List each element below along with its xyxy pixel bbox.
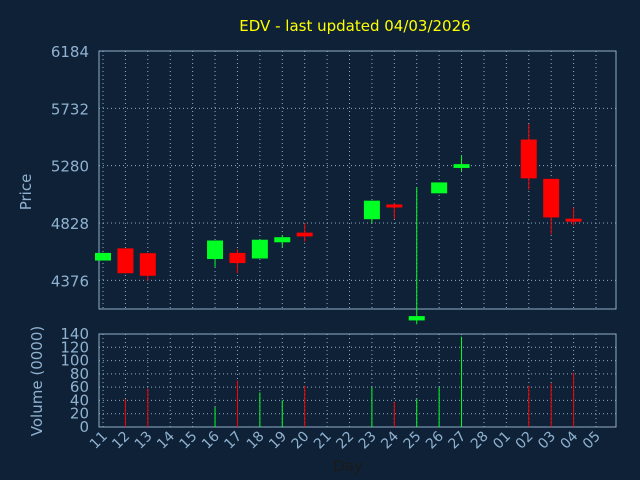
x-tick-label: 27 <box>445 429 469 453</box>
x-tick-label: 04 <box>557 428 581 452</box>
candle-body <box>207 240 224 260</box>
volume-frame <box>98 333 617 428</box>
x-tick-label: 21 <box>311 429 335 453</box>
x-tick-label: 24 <box>378 428 402 452</box>
x-tick-label: 11 <box>87 429 111 453</box>
volume-tick-label: 40 <box>70 391 89 409</box>
candle-body <box>296 232 313 237</box>
price-frame <box>98 50 617 310</box>
price-panel: 4376 4828 5280 5732 6184 <box>51 43 617 325</box>
price-tick-label: 4376 <box>51 272 89 290</box>
price-axis-label: Price <box>17 174 35 211</box>
candle-body <box>431 182 448 194</box>
volume-tick-label: 140 <box>60 325 89 343</box>
x-tick-label: 18 <box>244 429 268 453</box>
volume-tick-label: 100 <box>60 352 89 370</box>
candle-body <box>229 252 246 264</box>
volume-axis-label: Volume (0000) <box>28 326 46 436</box>
price-tick-label: 4828 <box>51 215 89 233</box>
x-tick-label: 12 <box>109 429 133 453</box>
price-tick-label: 5732 <box>51 100 89 118</box>
x-tick-label: 22 <box>333 429 357 453</box>
x-tick-label: 17 <box>221 429 245 453</box>
volume-tick-label: 20 <box>70 405 89 423</box>
price-tick-label: 6184 <box>51 43 89 61</box>
candle-body <box>139 253 156 276</box>
x-tick-label: 26 <box>423 428 447 452</box>
volume-tick-label: 60 <box>70 378 89 396</box>
candle-body <box>386 204 403 208</box>
x-tick-label: 19 <box>266 429 290 453</box>
x-tick-label: 25 <box>401 429 425 453</box>
x-tick-label: 05 <box>580 429 604 453</box>
candle-body <box>117 248 134 274</box>
candle-body <box>363 200 380 220</box>
x-tick-label: 02 <box>513 429 537 453</box>
x-tick-label: 01 <box>490 429 514 453</box>
x-tick-label: 15 <box>177 429 201 453</box>
volume-tick-label: 0 <box>79 418 89 436</box>
candle-body <box>274 237 291 243</box>
candle-body <box>520 139 537 179</box>
candle-body <box>408 316 425 321</box>
x-tick-label: 16 <box>199 428 223 452</box>
chart-title: EDV - last updated 04/03/2026 <box>239 17 470 35</box>
x-tick-label: 20 <box>289 429 313 453</box>
x-axis: 1112131415161718192021222324252627280102… <box>87 428 604 452</box>
price-tick-label: 5280 <box>51 158 89 176</box>
x-tick-label: 23 <box>356 429 380 453</box>
candle-body <box>453 164 470 168</box>
x-tick-label: 28 <box>468 429 492 453</box>
volume-tick-label: 120 <box>60 338 89 356</box>
x-tick-label: 03 <box>535 429 559 453</box>
candle-body <box>543 178 560 218</box>
x-axis-label: Day <box>333 457 363 475</box>
candle-body <box>95 252 111 261</box>
candle-body <box>251 239 268 259</box>
x-tick-label: 13 <box>132 429 156 453</box>
volume-tick-label: 80 <box>70 365 89 383</box>
x-tick-label: 14 <box>154 428 178 452</box>
candle-body <box>565 218 582 222</box>
